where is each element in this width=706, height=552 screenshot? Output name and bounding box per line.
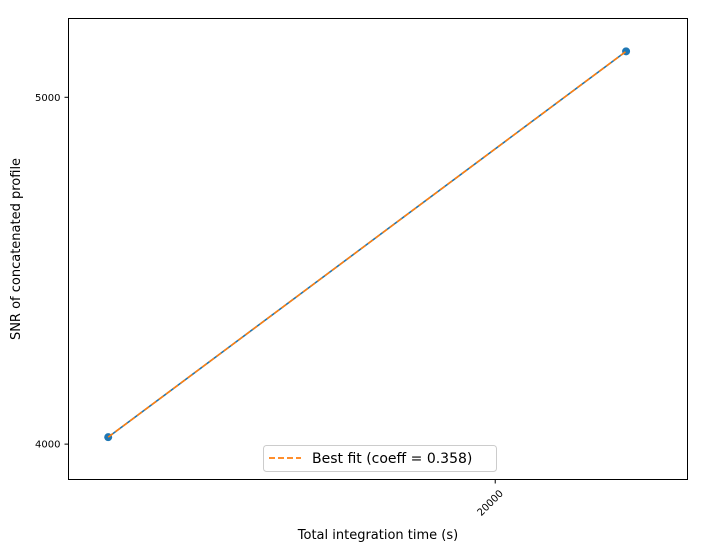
series-layer — [104, 47, 631, 442]
y-tick-label: 5000 — [35, 93, 60, 104]
legend-entry-best-fit: Best fit (coeff = 0.358) — [312, 451, 472, 467]
legend: Best fit (coeff = 0.358) — [263, 445, 497, 472]
legend-box — [263, 445, 497, 472]
y-axis-label: SNR of concatenated profile — [9, 158, 24, 340]
data-series-line — [107, 50, 627, 438]
y-axis-ticks: 4000 5000 — [35, 93, 69, 451]
x-axis-ticks: 20000 — [476, 479, 506, 519]
y-tick-label: 4000 — [35, 440, 60, 451]
plot-area — [68, 18, 688, 480]
x-tick-label: 20000 — [476, 488, 506, 518]
x-axis-label: Total integration time (s) — [297, 528, 458, 543]
